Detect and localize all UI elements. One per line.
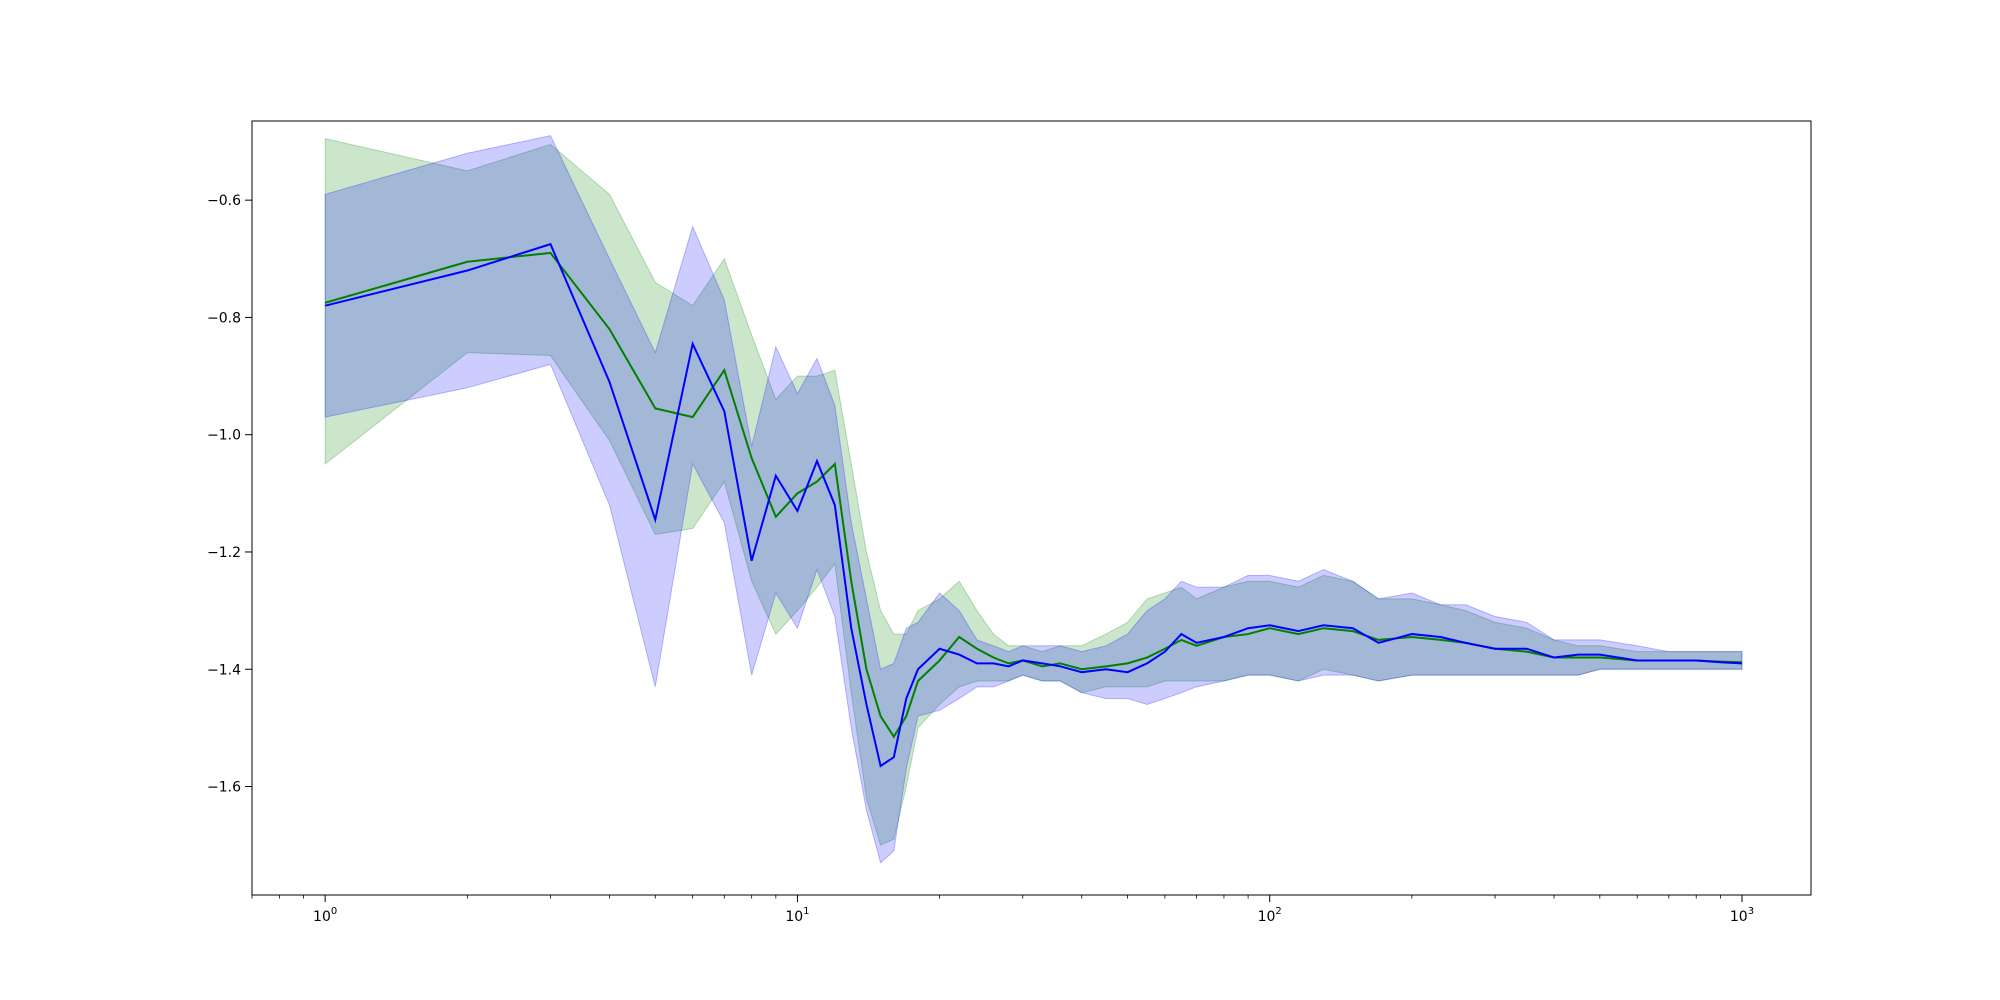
y-tick-label: −0.8	[207, 310, 241, 326]
y-tick-label: −1.6	[207, 780, 241, 796]
y-tick-label: −0.6	[207, 193, 241, 209]
x-tick-label: 100	[313, 906, 337, 925]
confidence-bands	[324, 135, 1743, 864]
x-tick-label: 103	[1730, 906, 1754, 925]
series-line-2	[324, 242, 1743, 768]
series-lines	[324, 242, 1743, 768]
x-tick-label: 101	[785, 906, 809, 925]
x-axis: 100 101 102 103	[251, 894, 1811, 925]
y-tick-label: −1.0	[207, 428, 241, 444]
y-tick-label: −1.2	[207, 545, 241, 561]
confidence-band-1	[324, 137, 1743, 846]
confidence-band-2	[324, 135, 1743, 864]
x-tick-label: 102	[1258, 906, 1282, 925]
y-tick-label: −1.4	[207, 662, 241, 678]
y-axis: −0.6 −0.8 −1.0 −1.2 −1.4 −1.6	[207, 121, 253, 895]
